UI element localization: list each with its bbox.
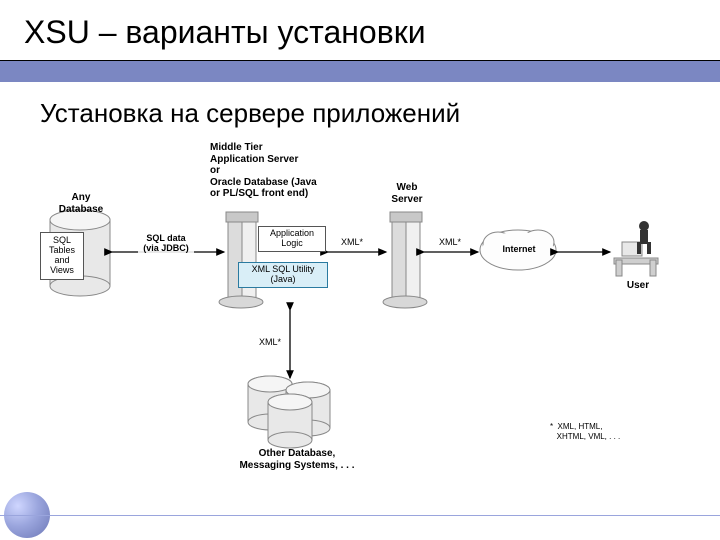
title-underline <box>0 60 720 82</box>
edge-web-internet: XML* <box>438 238 462 248</box>
other-db-icon <box>248 376 330 448</box>
web-server-title: WebServer <box>384 182 430 205</box>
title-area: XSU – варианты установки <box>24 14 696 51</box>
edge-mid-other: XML* <box>258 338 282 348</box>
footnote: * XML, HTML, XHTML, VML, . . . <box>550 422 620 441</box>
other-db-label: Other Database,Messaging Systems, . . . <box>232 448 362 471</box>
page-subtitle: Установка на сервере приложений <box>40 98 460 129</box>
middle-tier-server-icon <box>219 212 263 308</box>
architecture-diagram: AnyDatabase SQLTablesandViews Middle Tie… <box>40 142 680 482</box>
page-title: XSU – варианты установки <box>24 14 696 51</box>
web-server-icon <box>383 212 427 308</box>
edge-db-mid: SQL data(via JDBC) <box>138 234 194 254</box>
user-icon <box>614 221 658 276</box>
xsu-box: XML SQL Utility(Java) <box>238 262 328 288</box>
edge-mid-web: XML* <box>340 238 364 248</box>
internet-label: Internet <box>496 244 542 254</box>
db-title: AnyDatabase <box>56 192 106 215</box>
db-sublabel-box: SQLTablesandViews <box>40 232 84 280</box>
middle-tier-title: Middle TierApplication ServerorOracle Da… <box>210 142 350 200</box>
user-label: User <box>620 280 656 292</box>
app-logic-box: ApplicationLogic <box>258 226 326 252</box>
decorative-baseline <box>0 515 720 516</box>
